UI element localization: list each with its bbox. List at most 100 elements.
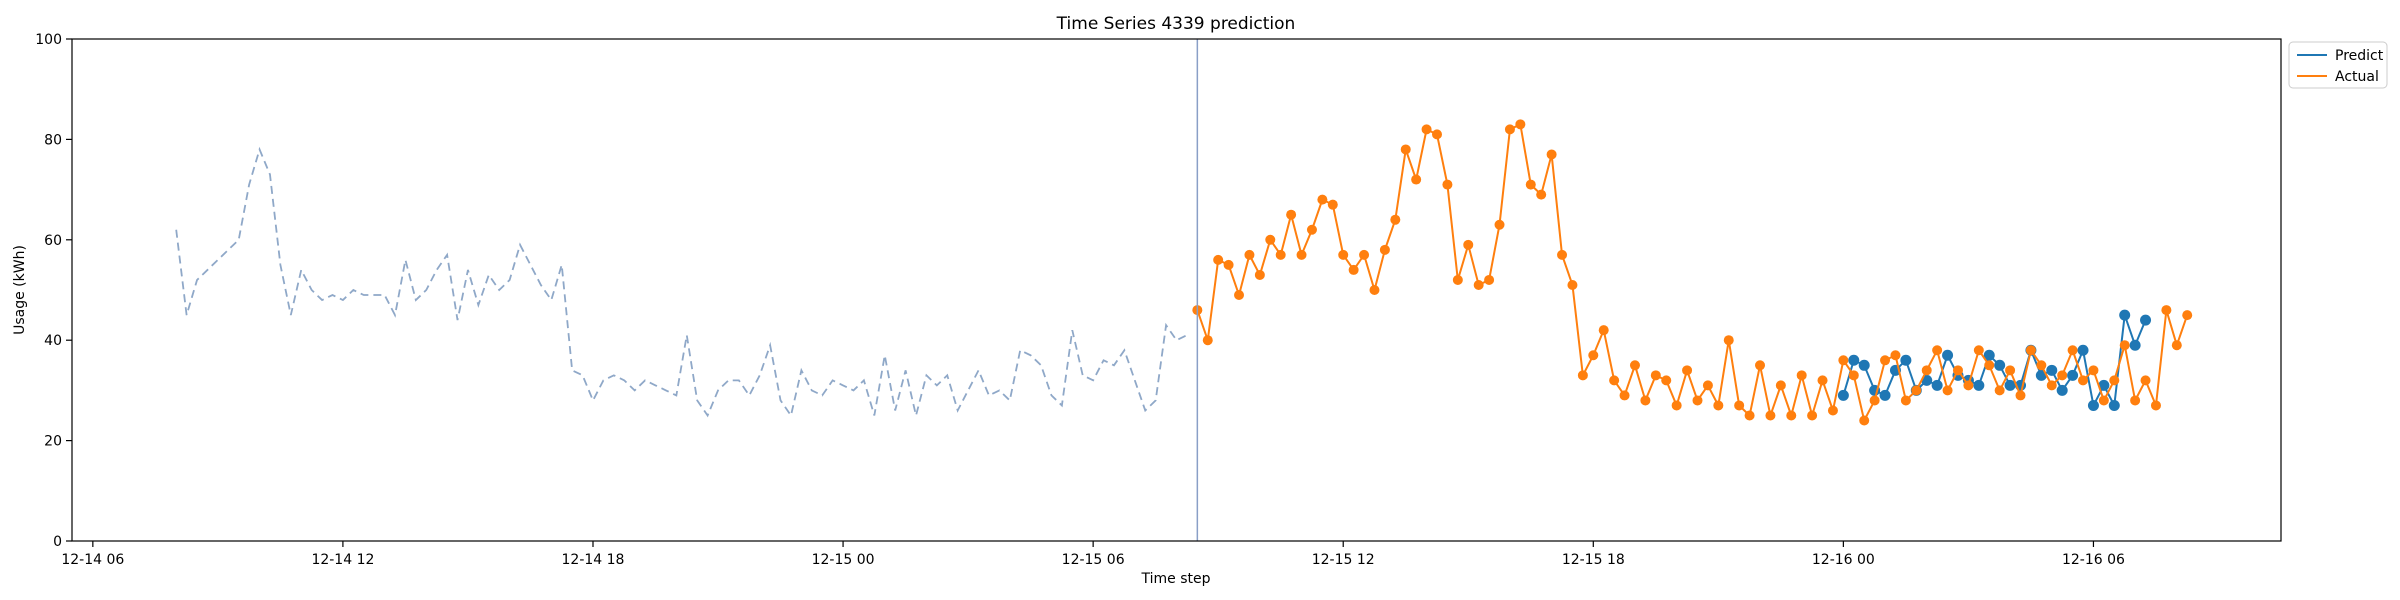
- actual-point: [1619, 390, 1630, 401]
- actual-point: [1359, 249, 1370, 260]
- actual-point: [2078, 375, 2089, 386]
- actual-point: [1682, 365, 1693, 376]
- actual-point: [1546, 149, 1557, 160]
- legend-actual-label: Actual: [2335, 69, 2379, 85]
- actual-point: [1807, 410, 1818, 421]
- actual-point: [1890, 350, 1901, 361]
- x-tick-label: 12-16 00: [1812, 552, 1875, 568]
- actual-point: [1671, 400, 1682, 411]
- predict-point: [2129, 339, 2141, 351]
- actual-point: [2036, 360, 2047, 371]
- actual-point: [1588, 350, 1599, 361]
- x-tick-label: 12-14 18: [562, 552, 625, 568]
- actual-point: [2025, 345, 2036, 356]
- actual-point: [2150, 400, 2161, 411]
- actual-point: [1734, 400, 1745, 411]
- actual-point: [1369, 285, 1380, 295]
- actual-point: [1900, 395, 1911, 406]
- actual-point: [2182, 310, 2193, 321]
- actual-point: [1880, 355, 1891, 366]
- actual-point: [1557, 249, 1568, 260]
- y-tick-label: 80: [44, 132, 62, 148]
- predict-point: [1837, 389, 1849, 401]
- actual-point: [2171, 340, 2182, 351]
- actual-point: [1202, 335, 1213, 346]
- predict-point: [1900, 354, 1912, 366]
- actual-point: [1223, 259, 1234, 270]
- predict-point: [2140, 314, 2152, 326]
- x-tick-label: 12-14 06: [61, 552, 124, 568]
- actual-point: [1911, 385, 1922, 396]
- actual-point: [1504, 124, 1515, 135]
- predict-point: [1983, 349, 1995, 361]
- actual-point: [1442, 179, 1453, 190]
- actual-point: [1629, 360, 1640, 371]
- actual-point: [2130, 395, 2141, 406]
- actual-point: [1317, 194, 1328, 205]
- predict-point: [2056, 384, 2068, 396]
- actual-point: [1755, 360, 1766, 371]
- actual-point: [1744, 410, 1755, 421]
- axes-frame: [71, 38, 2282, 542]
- actual-point: [1869, 395, 1880, 406]
- actual-point: [2046, 380, 2057, 391]
- actual-point: [1234, 290, 1245, 301]
- x-tick-label: 12-15 12: [1312, 552, 1375, 568]
- actual-point: [1932, 345, 1943, 356]
- actual-point: [1994, 385, 2005, 396]
- actual-point: [1713, 400, 1724, 411]
- predict-point: [1942, 349, 1954, 361]
- predict-point: [2119, 309, 2131, 321]
- y-axis-label: Usage (kWh): [12, 245, 28, 335]
- actual-point: [1421, 124, 1432, 135]
- actual-point: [2109, 375, 2120, 386]
- actual-point: [2005, 365, 2016, 376]
- actual-point: [1984, 360, 1995, 371]
- y-tick-label: 60: [44, 233, 62, 249]
- legend-predict-label: Predict: [2335, 48, 2384, 64]
- actual-point: [1567, 279, 1578, 290]
- actual-point: [2161, 305, 2172, 316]
- x-tick-label: 12-16 06: [2062, 552, 2125, 568]
- actual-point: [2015, 390, 2026, 401]
- actual-point: [1275, 249, 1286, 260]
- actual-point: [1400, 144, 1411, 155]
- actual-point: [2057, 370, 2068, 381]
- actual-point: [1838, 355, 1849, 366]
- y-tick-label: 20: [44, 434, 62, 450]
- actual-point: [1692, 395, 1703, 406]
- predict-point: [1931, 379, 1943, 391]
- actual-point: [1452, 274, 1463, 285]
- actual-point: [1484, 274, 1495, 285]
- predict-point: [2087, 399, 2099, 411]
- actual-point: [1921, 365, 1932, 376]
- x-tick-label: 12-15 00: [812, 552, 875, 568]
- y-tick-label: 0: [53, 534, 62, 550]
- predict-point: [1973, 379, 1985, 391]
- x-tick-label: 12-14 12: [311, 552, 374, 568]
- actual-point: [1942, 385, 1953, 396]
- legend: Predict Actual: [2288, 41, 2388, 89]
- predict-point: [1858, 359, 1870, 371]
- predict-point: [2077, 344, 2089, 356]
- actual-point: [1796, 370, 1807, 381]
- actual-point: [1431, 129, 1442, 140]
- actual-point: [1577, 370, 1588, 381]
- predict-point: [1994, 359, 2006, 371]
- predict-point: [2108, 399, 2120, 411]
- actual-point: [2067, 345, 2078, 356]
- actual-point: [1536, 189, 1547, 200]
- actual-point: [1244, 249, 1255, 260]
- actual-point: [1515, 119, 1526, 130]
- actual-point: [1525, 179, 1536, 190]
- actual-point: [1254, 269, 1265, 280]
- x-tick-label: 12-15 06: [1062, 552, 1125, 568]
- predict-point: [2067, 369, 2079, 381]
- actual-point: [1848, 370, 1859, 381]
- predict-point: [2004, 379, 2016, 391]
- actual-point: [1390, 214, 1401, 225]
- actual-point: [1765, 410, 1776, 421]
- predict-point: [1879, 389, 1891, 401]
- actual-point: [1640, 395, 1651, 406]
